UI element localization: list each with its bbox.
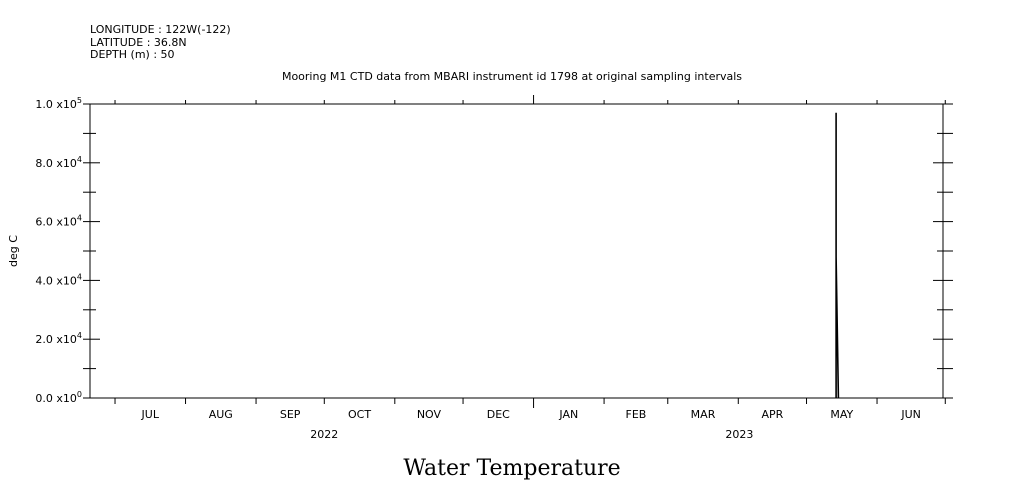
longitude-label: LONGITUDE : 122W(-122): [90, 23, 231, 36]
x-month-label: JAN: [558, 408, 578, 421]
x-axis-label: Water Temperature: [403, 456, 620, 481]
x-month-label: FEB: [626, 408, 647, 421]
x-month-label: JUN: [900, 408, 921, 421]
y-tick-label: 2.0 x104: [35, 331, 82, 346]
y-tick-label: 8.0 x104: [35, 155, 82, 170]
location-info: LONGITUDE : 122W(-122) LATITUDE : 36.8N …: [90, 23, 231, 62]
y-axis-label: deg C: [7, 235, 20, 267]
latitude-label: LATITUDE : 36.8N: [90, 35, 187, 49]
x-month-label: JUL: [141, 408, 160, 421]
plot-frame: [89, 103, 944, 399]
x-month-label: NOV: [417, 408, 442, 421]
y-tick-label: 6.0 x104: [35, 214, 82, 229]
chart-title: Mooring M1 CTD data from MBARI instrumen…: [282, 70, 742, 83]
x-month-label: MAY: [830, 408, 853, 421]
x-month-label: AUG: [209, 408, 233, 421]
x-month-label: SEP: [280, 408, 301, 421]
temperature-series-line: [835, 112, 840, 399]
depth-label: DEPTH (m) : 50: [90, 48, 175, 61]
x-month-label: OCT: [348, 408, 371, 421]
x-year-label: 2022: [310, 428, 338, 441]
x-month-label: APR: [761, 408, 783, 421]
y-tick-label: 4.0 x104: [35, 272, 82, 287]
y-tick-label: 1.0 x105: [35, 96, 82, 111]
axis-ticks: 0.0 x100 2.0 x104 4.0 x104 6.0 x104 8.0 x104…: [35, 95, 953, 441]
x-month-label: DEC: [487, 408, 510, 421]
y-tick-label: 0.0 x100: [35, 390, 82, 405]
data-series: [835, 112, 840, 399]
x-year-label: 2023: [725, 428, 753, 441]
x-month-label: MAR: [691, 408, 716, 421]
